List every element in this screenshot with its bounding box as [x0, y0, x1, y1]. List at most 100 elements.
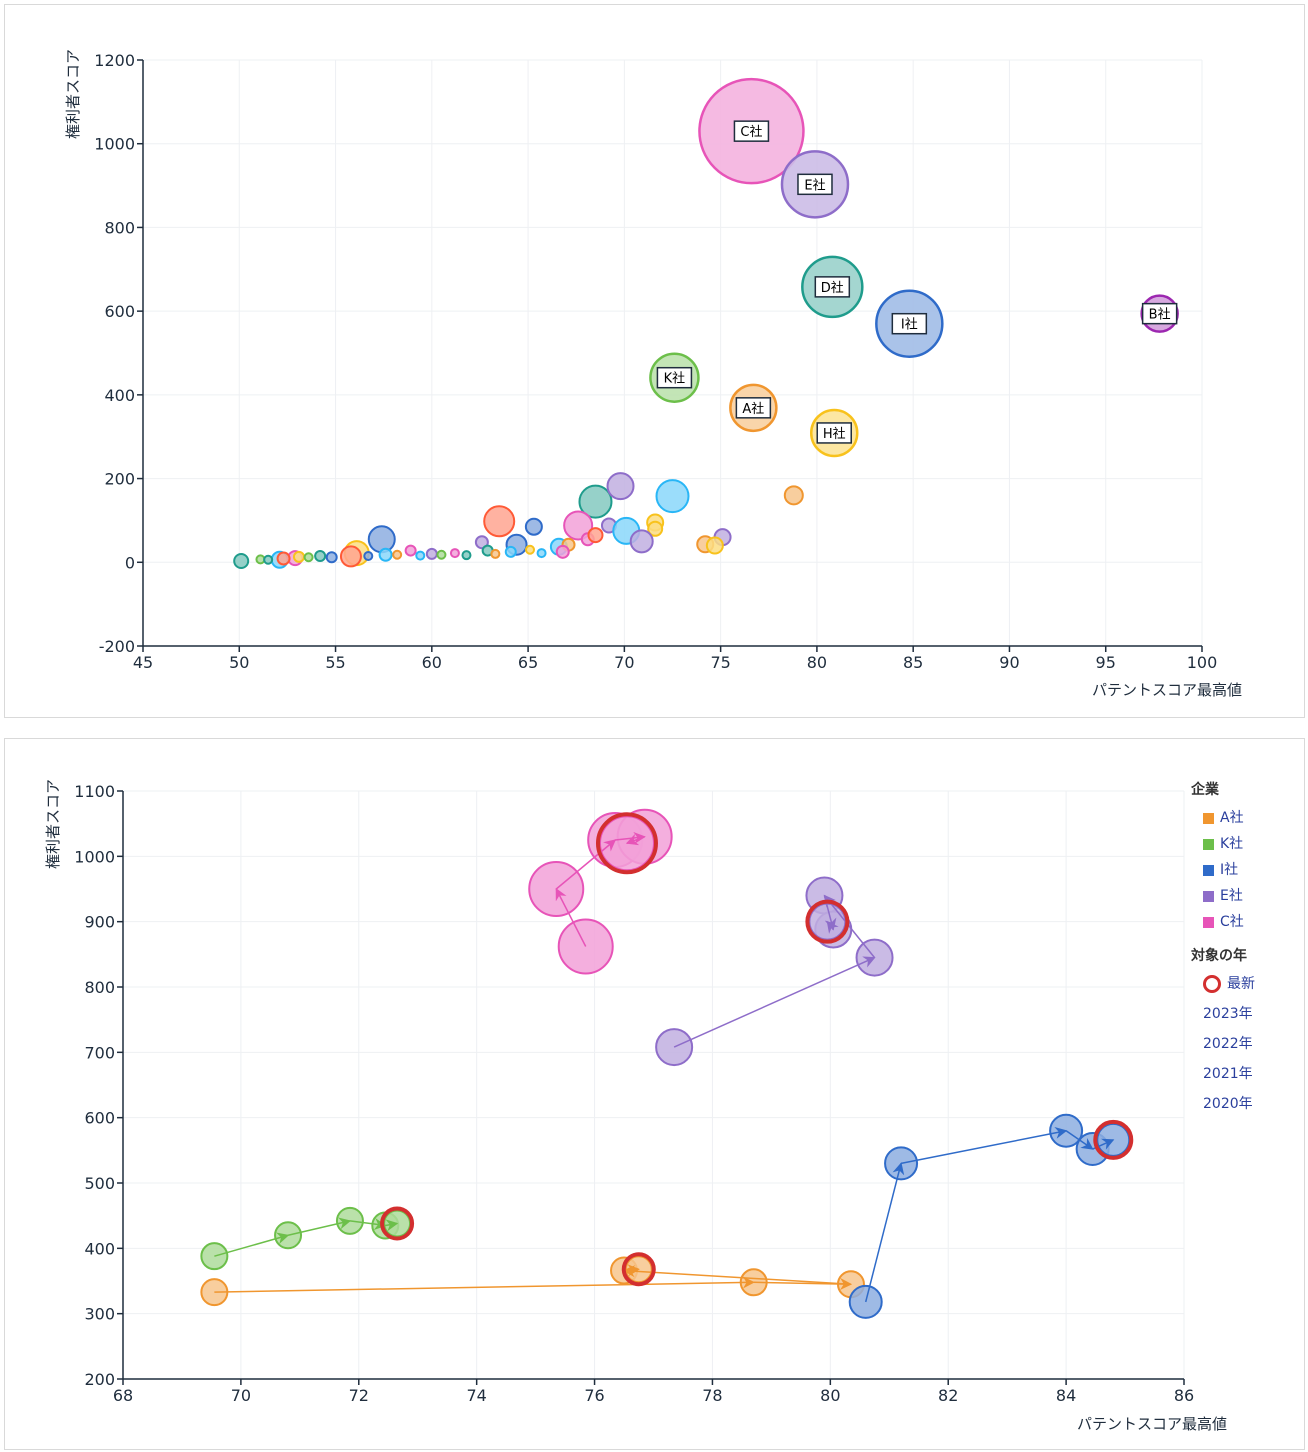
bubble-point[interactable] [449, 548, 460, 559]
y-tick-label: 1100 [74, 782, 115, 801]
bubble-point[interactable] [363, 551, 374, 562]
series-0 [200, 1252, 865, 1307]
y-axis-title: 権利者スコア [44, 779, 62, 869]
company-label: D社 [821, 280, 844, 296]
x-tick-label: 55 [325, 653, 345, 672]
company-label-box [891, 312, 928, 335]
year-bubble[interactable] [335, 1206, 364, 1235]
x-tick-label: 80 [807, 653, 827, 672]
bubble-point[interactable] [392, 549, 403, 560]
latest-ring[interactable] [621, 1252, 656, 1287]
bubble-point[interactable] [563, 510, 594, 541]
latest-ring[interactable] [380, 1206, 415, 1241]
latest-ring-icon [1203, 975, 1221, 993]
year-bubble[interactable] [655, 1028, 694, 1067]
bubble-point[interactable] [474, 535, 489, 550]
bubble-point[interactable] [415, 550, 426, 561]
legend-company-title: 企業 [1191, 782, 1219, 798]
year-bubble[interactable] [557, 918, 614, 975]
company-label-box [1141, 302, 1178, 325]
company-label-box [814, 276, 851, 298]
bubble-point[interactable] [483, 505, 516, 538]
bubble-point[interactable] [367, 525, 396, 554]
legend-year-title: 対象の年 [1191, 948, 1247, 964]
bubble-point[interactable] [436, 549, 447, 560]
y-tick-label: 500 [84, 1174, 115, 1193]
bubble-point[interactable] [606, 472, 635, 501]
legend-label: 2020年 [1203, 1096, 1253, 1112]
y-tick-label: 300 [84, 1305, 115, 1324]
latest-ring[interactable] [1093, 1119, 1134, 1160]
x-axis-title: パテントスコア最高値 [1092, 681, 1242, 699]
trajectory-segment [823, 894, 876, 959]
bubble-point[interactable] [629, 529, 654, 554]
bubble-point[interactable] [536, 548, 547, 559]
latest-ring[interactable] [805, 899, 850, 944]
legend-label: E社 [1220, 888, 1243, 904]
bubble-point[interactable] [705, 536, 724, 555]
x-tick-label: 75 [710, 653, 730, 672]
legend-label: 2023年 [1203, 1006, 1253, 1022]
legend-item-e[interactable]: E社 [1191, 883, 1301, 909]
bubble-point[interactable] [647, 520, 664, 537]
bubble-point[interactable] [276, 551, 291, 566]
bubble-point[interactable] [339, 545, 362, 568]
legend-label: 2021年 [1203, 1066, 1253, 1082]
x-tick-label: 84 [1056, 1386, 1076, 1405]
bubble-point[interactable] [292, 550, 305, 563]
company-label: A社 [742, 401, 764, 417]
legend-label: A社 [1220, 810, 1244, 826]
bubble-point[interactable] [578, 484, 613, 519]
year-bubble[interactable] [848, 1284, 883, 1319]
bubble-point[interactable] [555, 544, 570, 559]
legend-item-a[interactable]: A社 [1191, 805, 1301, 831]
bubble-point[interactable] [490, 548, 501, 559]
legend-swatch [1203, 916, 1214, 928]
company-label: E社 [804, 177, 825, 193]
y-tick-label: 800 [84, 978, 115, 997]
bubble-point[interactable] [303, 552, 314, 563]
bubble-point[interactable] [425, 547, 438, 560]
legend-label: K社 [1220, 836, 1244, 852]
x-tick-label: 50 [229, 653, 249, 672]
company-label: C社 [740, 124, 762, 140]
y-tick-label: 900 [84, 913, 115, 932]
year-bubble[interactable] [383, 1209, 412, 1238]
legend-item-2023[interactable]: 2023年 [1191, 1001, 1301, 1027]
bubble-point[interactable] [325, 551, 338, 564]
bubble-point[interactable] [233, 553, 250, 570]
legend-item-i[interactable]: I社 [1191, 857, 1301, 883]
bubble-point[interactable] [504, 545, 517, 558]
trajectory-segment [287, 1217, 352, 1236]
bubble-point[interactable] [263, 554, 274, 565]
bubble-point[interactable] [378, 547, 393, 562]
y-tick-label: 400 [84, 1239, 115, 1258]
x-tick-label: 80 [820, 1386, 840, 1405]
trajectory-segment [555, 839, 617, 890]
series-3 [655, 876, 894, 1067]
trajectory-segment [900, 1126, 1068, 1165]
legend-swatch [1203, 890, 1214, 902]
bubble-point[interactable] [655, 479, 690, 514]
x-tick-label: 45 [133, 653, 153, 672]
x-tick-label: 70 [231, 1386, 251, 1405]
x-tick-label: 74 [466, 1386, 486, 1405]
legend-item-latest[interactable]: 最新 [1191, 971, 1301, 997]
bubble-point[interactable] [314, 550, 327, 563]
bubble-chart-overview: 45 50 55 60 65 70 75 80 85 90 95 100 -200 0 200 400 600 8… [64, 49, 1242, 699]
bubble-point[interactable] [783, 485, 804, 506]
bubble-point[interactable] [524, 517, 543, 536]
legend-item-2022[interactable]: 2022年 [1191, 1031, 1301, 1057]
legend-item-k[interactable]: K社 [1191, 831, 1301, 857]
latest-ring[interactable] [595, 812, 658, 875]
legend-item-2020[interactable]: 2020年 [1191, 1091, 1301, 1117]
bubble-point[interactable] [404, 544, 417, 557]
legend-item-2021[interactable]: 2021年 [1191, 1061, 1301, 1087]
bubble-point[interactable] [525, 544, 536, 555]
y-tick-label: -200 [99, 637, 135, 656]
bubble-point[interactable] [587, 527, 604, 544]
y-tick-label: 400 [104, 386, 135, 405]
x-tick-label: 72 [349, 1386, 369, 1405]
legend-item-c[interactable]: C社 [1191, 909, 1301, 935]
bubble-point[interactable] [461, 550, 472, 561]
